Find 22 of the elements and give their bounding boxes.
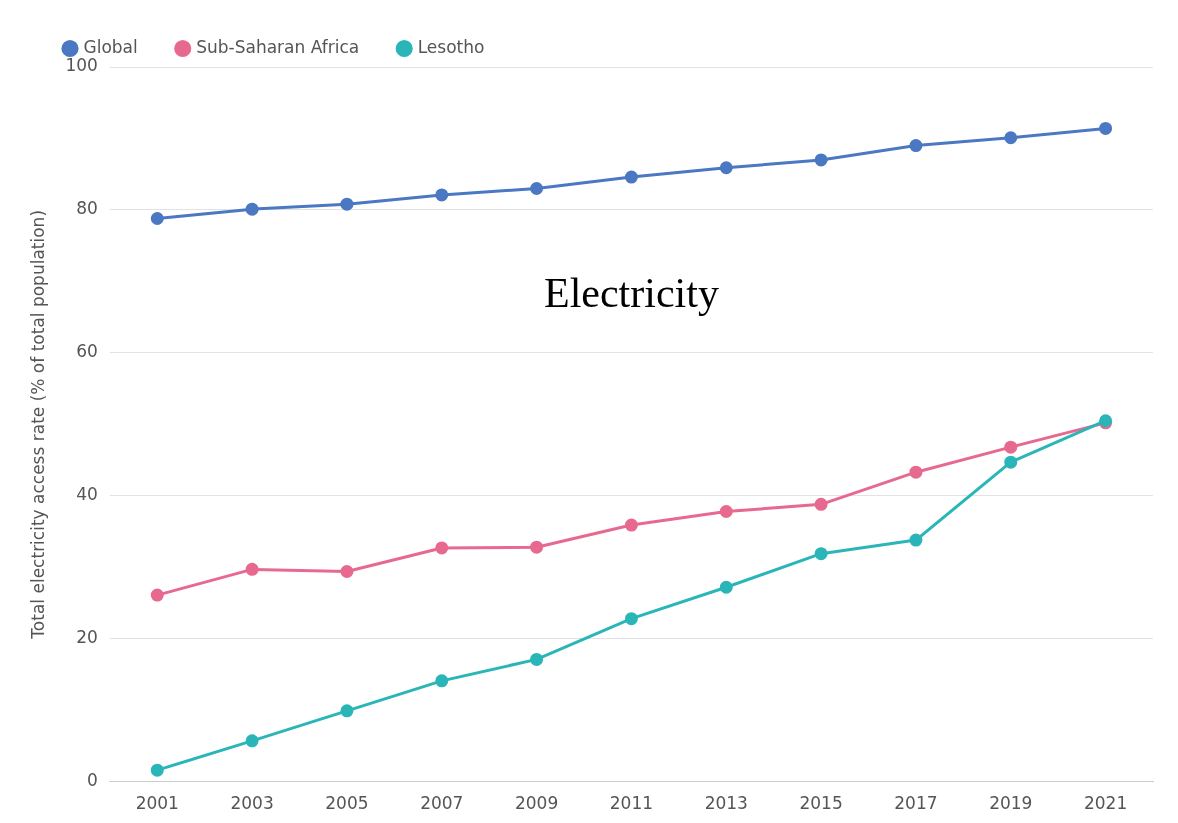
x-tick-label: 2011	[609, 793, 654, 814]
y-tick-label: 0	[87, 770, 98, 791]
x-tick-label: 2019	[989, 793, 1033, 814]
y-tick-label: 40	[76, 484, 98, 505]
x-tick-label: 2005	[325, 793, 369, 814]
x-tick-label: 2015	[799, 793, 843, 814]
x-tick-label: 2007	[420, 793, 464, 814]
y-axis-title: Total electricity access rate (% of total population)	[27, 209, 48, 640]
y-tick-label: 100	[65, 55, 98, 76]
y-tick-label: 80	[76, 198, 98, 219]
x-tick-label: 2013	[704, 793, 748, 814]
x-tick-label: 2003	[230, 793, 274, 814]
x-tick-label: 2021	[1083, 793, 1128, 814]
y-tick-label: 20	[76, 627, 98, 648]
legend-label: Sub-Saharan Africa	[196, 36, 360, 57]
legend-label: Global	[83, 36, 138, 57]
x-tick-label: 2009	[514, 793, 559, 814]
x-tick-label: 2001	[135, 793, 179, 814]
text: Electricity	[543, 269, 719, 316]
x-tick-label: 2017	[894, 793, 938, 814]
y-tick-label: 60	[76, 341, 98, 362]
legend-label: Lesotho	[417, 36, 485, 57]
